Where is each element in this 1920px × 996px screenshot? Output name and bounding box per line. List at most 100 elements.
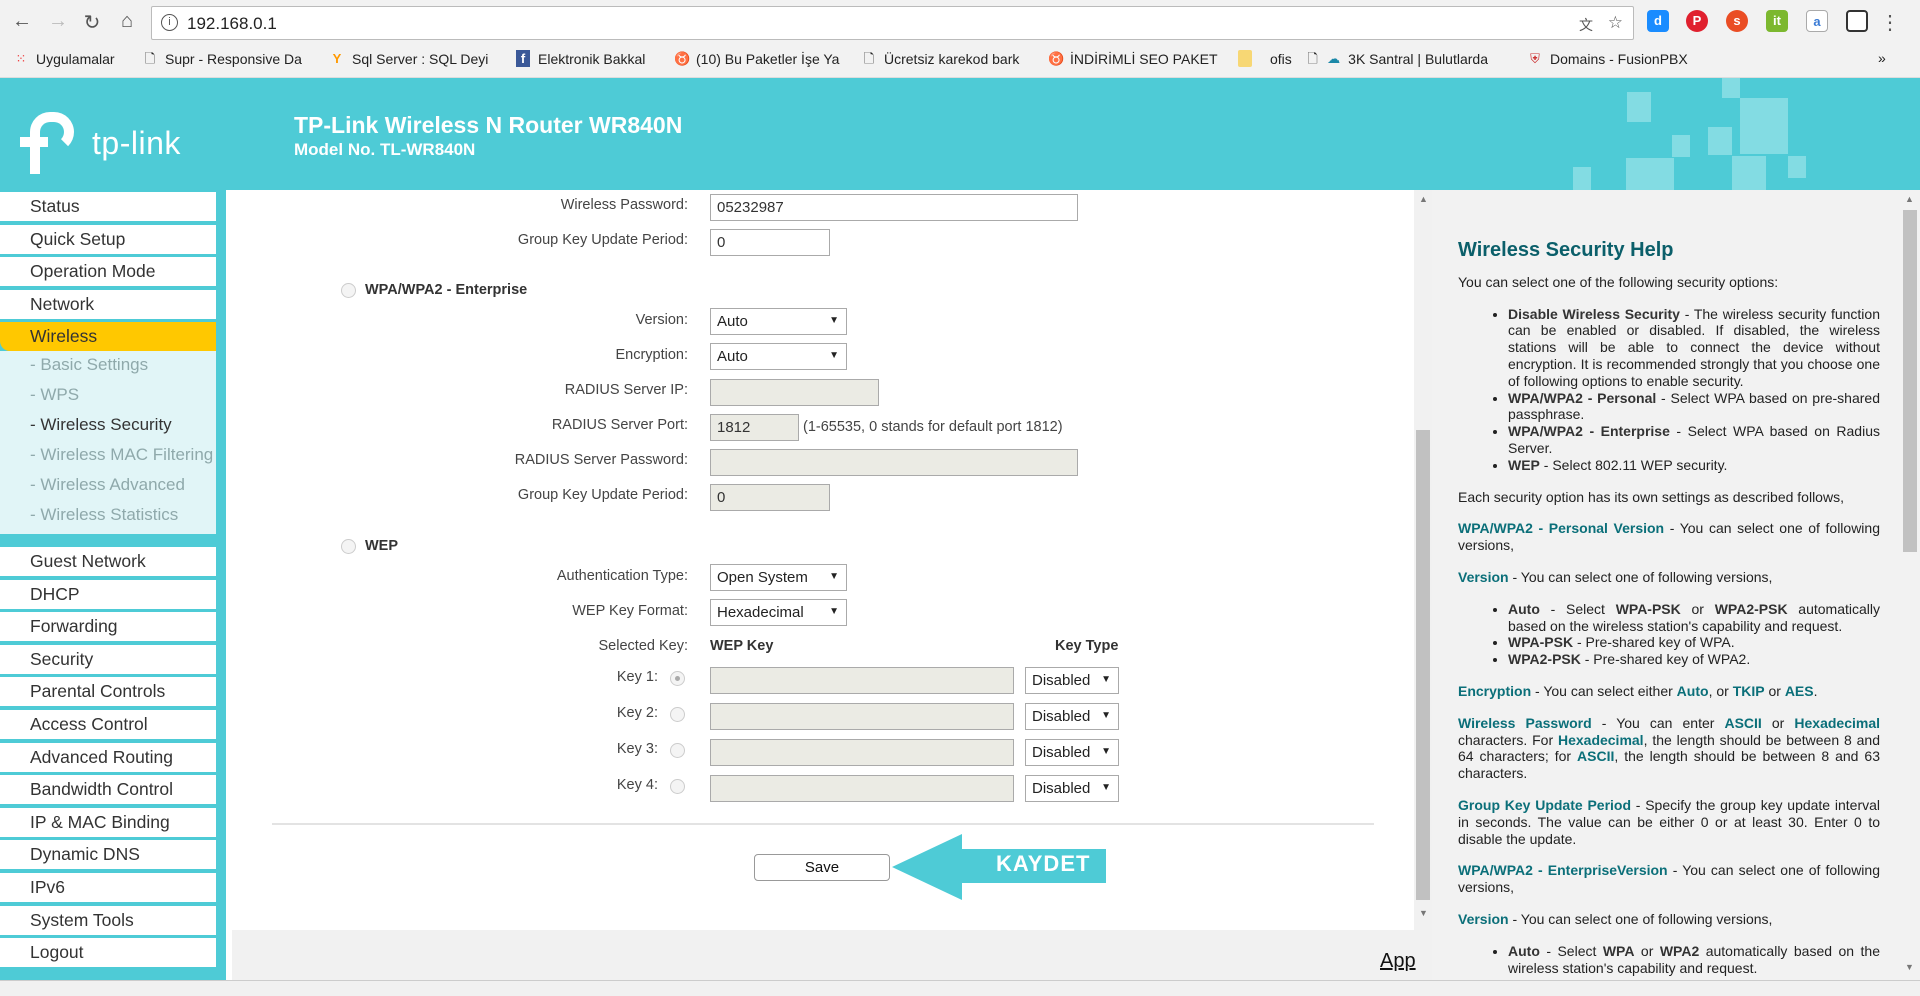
sidebar-item-advanced-routing[interactable]: Advanced Routing (0, 742, 216, 772)
sidebar-item-ip-mac-binding[interactable]: IP & MAC Binding (0, 807, 216, 837)
kaydet-label: KAYDET (996, 851, 1091, 876)
star-icon[interactable]: ☆ (1607, 13, 1623, 32)
wep-key-input[interactable] (710, 775, 1014, 802)
group-key-input[interactable] (710, 229, 830, 256)
key-select-radio[interactable] (670, 671, 685, 686)
stumbleupon-icon[interactable]: s (1726, 10, 1748, 32)
sidebar-item-dynamic-dns[interactable]: Dynamic DNS (0, 840, 216, 870)
more-bookmarks[interactable]: » (1878, 50, 1886, 66)
key-select-radio[interactable] (670, 707, 685, 722)
scroll-up-icon[interactable]: ▲ (1905, 194, 1914, 204)
bookmark-label: (10) Bu Paketler İşe Ya (696, 50, 840, 67)
wep-key-input[interactable] (710, 739, 1014, 766)
wep-key-input[interactable] (710, 667, 1014, 694)
forward-icon[interactable]: → (48, 10, 68, 32)
sidebar-item-dhcp[interactable]: DHCP (0, 579, 216, 609)
encryption-select[interactable]: Auto ▼ (710, 343, 847, 370)
bookmark[interactable]: Y Sql Server : SQL Deyi (330, 50, 500, 67)
divider (272, 823, 1374, 825)
wireless-password-input[interactable] (710, 194, 1078, 221)
app-link[interactable]: App (1380, 950, 1416, 972)
version-label: Version: (635, 312, 688, 328)
sidebar-item-quick-setup[interactable]: Quick Setup (0, 225, 216, 254)
wep-key-input[interactable] (710, 703, 1014, 730)
sidebar-item-wireless[interactable]: Wireless (0, 322, 216, 351)
sidebar-item-logout[interactable]: Logout (0, 938, 216, 968)
sidebar-menu: Status Quick Setup Operation Mode Networ… (0, 190, 226, 980)
scroll-down-icon[interactable]: ▼ (1419, 908, 1428, 918)
bookmark-folder[interactable]: ofis (1238, 50, 1292, 67)
home-icon[interactable]: ⌂ (120, 10, 134, 32)
info-icon[interactable]: i (161, 14, 178, 31)
sidebar-item-network[interactable]: Network (0, 290, 216, 319)
dropdown-arrow-icon: ▼ (1101, 674, 1111, 685)
radius-password-input[interactable] (710, 449, 1078, 476)
key-type-select[interactable]: Disabled ▼ (1025, 667, 1119, 694)
folder-icon (1238, 50, 1252, 67)
reload-icon[interactable]: ↻ (83, 12, 101, 34)
decoration (1627, 92, 1651, 122)
sidebar-item-status[interactable]: Status (0, 192, 216, 221)
wireless-submenu: - Basic Settings - WPS - Wireless Securi… (0, 351, 216, 534)
submenu-basic-settings[interactable]: - Basic Settings (30, 355, 149, 374)
sidebar-item-forwarding[interactable]: Forwarding (0, 612, 216, 642)
extension-d-icon[interactable]: d (1647, 10, 1669, 32)
submenu-wireless-security[interactable]: - Wireless Security (30, 415, 172, 434)
decoration (1732, 156, 1766, 190)
scroll-up-icon[interactable]: ▲ (1419, 194, 1428, 204)
bookmark[interactable]: ♉ İNDİRİMLİ SEO PAKET (1048, 50, 1220, 67)
scroll-down-icon[interactable]: ▼ (1905, 962, 1914, 972)
sidebar-item-operation-mode[interactable]: Operation Mode (0, 257, 216, 286)
browser-toolbar: ← → ↻ ⌂ i 192.168.0.1 文 ☆ d P s it a ⋮ (0, 0, 1920, 46)
sidebar-item-ipv6[interactable]: IPv6 (0, 873, 216, 902)
key-format-select[interactable]: Hexadecimal ▼ (710, 599, 847, 626)
menu-icon[interactable]: ⋮ (1880, 12, 1900, 34)
extension-it-icon[interactable]: it (1766, 10, 1788, 32)
bookmarks-bar: ⁙ Uygulamalar 🗋 Supr - Responsive Da Y Sql … (0, 46, 1920, 78)
address-bar[interactable]: i 192.168.0.1 文 ☆ (151, 6, 1634, 40)
sidebar-item-guest-network[interactable]: Guest Network (0, 547, 216, 576)
bookmark[interactable]: 🗋 ☁ 3K Santral | Bulutlarda (1306, 50, 1488, 67)
radius-ip-input[interactable] (710, 379, 879, 406)
key-type-select[interactable]: Disabled ▼ (1025, 775, 1119, 802)
bookmark[interactable]: 🗋 Ücretsiz karekod bark (862, 50, 1032, 67)
bookmark[interactable]: ⛨ Domains - FusionPBX (1528, 50, 1688, 67)
facebook-icon: f (516, 50, 530, 67)
enterprise-group-key-input[interactable] (710, 484, 830, 511)
pinterest-icon[interactable]: P (1686, 10, 1708, 32)
devices-icon[interactable] (1846, 10, 1868, 32)
bookmark[interactable]: f Elektronik Bakkal (516, 50, 645, 67)
sidebar-item-parental-controls[interactable]: Parental Controls (0, 677, 216, 707)
bookmark-apps[interactable]: ⁙ Uygulamalar (14, 50, 115, 67)
help-scrollbar[interactable]: ▲ ▼ (1900, 190, 1920, 980)
bookmark[interactable]: ♉ (10) Bu Paketler İşe Ya (674, 50, 846, 67)
translate-icon[interactable]: 文 (1579, 17, 1593, 33)
key-select-radio[interactable] (670, 743, 685, 758)
decoration (1573, 167, 1591, 190)
sidebar-item-access-control[interactable]: Access Control (0, 710, 216, 739)
wep-radio[interactable] (341, 539, 356, 554)
version-select[interactable]: Auto ▼ (710, 308, 847, 335)
back-icon[interactable]: ← (12, 10, 32, 32)
key-type-select[interactable]: Disabled ▼ (1025, 703, 1119, 730)
bookmark-label: Supr - Responsive Da (165, 50, 302, 67)
submenu-wireless-advanced[interactable]: - Wireless Advanced (30, 475, 185, 494)
submenu-wps[interactable]: - WPS (30, 385, 80, 404)
key-type-select[interactable]: Disabled ▼ (1025, 739, 1119, 766)
bookmark[interactable]: 🗋 Supr - Responsive Da (143, 50, 313, 67)
enterprise-radio[interactable] (341, 283, 356, 298)
submenu-mac-filtering[interactable]: - Wireless MAC Filtering (30, 445, 214, 464)
sidebar-item-security[interactable]: Security (0, 644, 216, 674)
save-button[interactable]: Save (754, 854, 890, 881)
sidebar-item-bandwidth-control[interactable]: Bandwidth Control (0, 775, 216, 805)
sidebar-item-system-tools[interactable]: System Tools (0, 905, 216, 935)
key-select-radio[interactable] (670, 779, 685, 794)
radius-port-input[interactable] (710, 414, 799, 441)
submenu-wireless-statistics[interactable]: - Wireless Statistics (30, 505, 179, 524)
extension-a-icon[interactable]: a (1806, 10, 1828, 32)
auth-type-select[interactable]: Open System ▼ (710, 564, 847, 591)
scrollbar-thumb[interactable] (1903, 210, 1917, 552)
dropdown-arrow-icon: ▼ (1101, 782, 1111, 793)
scrollbar-thumb[interactable] (1416, 430, 1430, 900)
main-scrollbar[interactable]: ▲ ▼ (1414, 190, 1432, 930)
